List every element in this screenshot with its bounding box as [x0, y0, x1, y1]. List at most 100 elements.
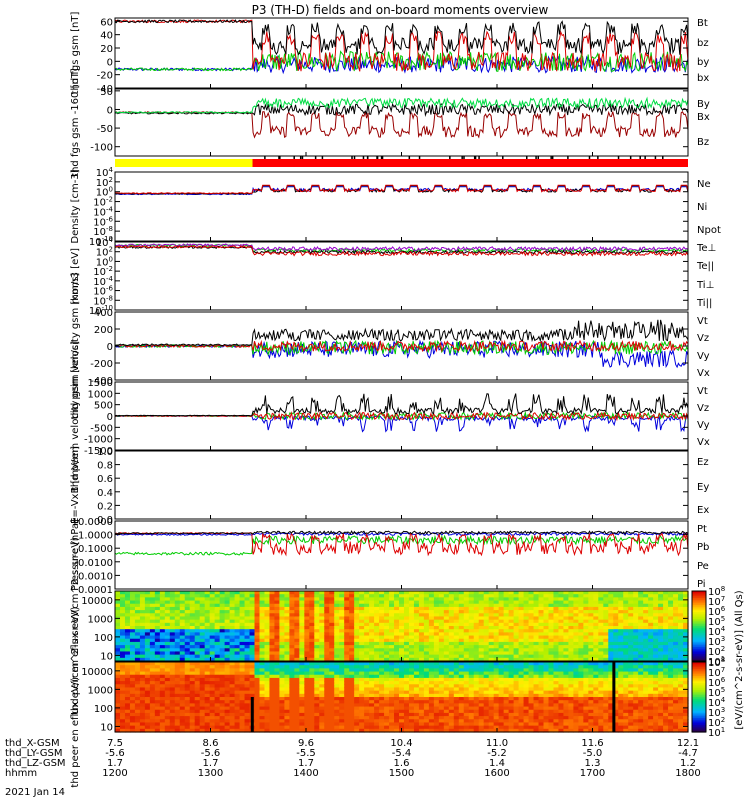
heat-cell [573, 712, 579, 717]
heat-cell [573, 603, 579, 608]
heat-cell [473, 641, 480, 646]
heat-cell [518, 677, 525, 682]
heat-cell [239, 629, 246, 633]
y-tick-label: 10 [100, 651, 113, 662]
heat-cell [573, 635, 579, 640]
heat-cell [374, 610, 380, 614]
heat-cell [528, 671, 535, 676]
heat-cell [394, 616, 400, 621]
heat-cell [164, 600, 171, 605]
heat-cell [683, 622, 689, 627]
heat-cell [179, 600, 186, 605]
heat-cell [189, 594, 196, 598]
heat-cell [668, 629, 674, 633]
heat-cell [399, 648, 405, 653]
heat-cell [344, 690, 350, 695]
heat-cell [683, 651, 689, 656]
heat-cell [413, 662, 420, 666]
heat-cell [139, 709, 146, 714]
heat-cell [119, 706, 126, 711]
heat-cell [543, 635, 550, 640]
heat-cell [468, 616, 475, 621]
heat-cell [503, 677, 510, 682]
heat-cell [329, 594, 335, 598]
heat-cell [269, 716, 276, 720]
heat-cell [115, 641, 121, 646]
heat-cell [219, 657, 226, 662]
heat-cell [543, 613, 550, 618]
heat-cell [279, 610, 286, 614]
heat-cell [134, 716, 141, 720]
heat-cell [553, 690, 560, 695]
heat-cell [194, 712, 201, 717]
heat-cell [184, 690, 191, 695]
heat-cell [643, 603, 649, 608]
heat-cell [304, 722, 310, 727]
heat-cell [294, 671, 300, 676]
heat-cell [438, 693, 445, 698]
heat-cell [304, 728, 310, 733]
heat-cell [199, 641, 206, 646]
heat-cell [369, 706, 375, 711]
heat-cell [319, 665, 325, 669]
legend-Ti⊥: Ti⊥ [696, 280, 714, 291]
heat-cell [299, 690, 305, 695]
heat-cell [394, 622, 400, 627]
heat-cell [234, 668, 241, 673]
heat-cell [558, 728, 565, 733]
heat-cell [329, 622, 335, 627]
heat-cell [668, 654, 674, 659]
series-line-4-3 [115, 243, 688, 253]
heat-cell [418, 613, 425, 618]
heat-cell [573, 709, 579, 714]
heat-cell [423, 709, 430, 714]
heat-cell [533, 700, 540, 704]
heat-cell [593, 629, 599, 633]
heat-cell [279, 645, 286, 649]
heat-cell [418, 662, 425, 666]
heat-cell [658, 648, 664, 653]
heat-cell [299, 619, 305, 624]
heat-cell [115, 645, 121, 649]
heat-cell [149, 693, 156, 698]
heat-cell [483, 693, 490, 698]
heat-cell [568, 613, 574, 618]
heat-cell [349, 635, 355, 640]
heat-cell [463, 684, 470, 689]
heat-cell [523, 722, 530, 727]
heat-cell [448, 648, 455, 653]
heat-cell [608, 619, 614, 624]
heat-cell [468, 645, 475, 649]
heat-cell [423, 638, 430, 643]
heat-cell [304, 681, 310, 685]
heat-cell [294, 677, 300, 682]
heat-cell [189, 648, 196, 653]
heat-cell [548, 603, 555, 608]
heat-cell [438, 703, 445, 708]
heat-cell [593, 722, 599, 727]
heat-cell [448, 671, 455, 676]
heat-cell [463, 662, 470, 666]
heat-cell [244, 648, 251, 653]
heat-cell [124, 677, 131, 682]
heat-cell [229, 594, 236, 598]
heat-cell [284, 591, 290, 595]
heat-cell [533, 728, 540, 733]
heat-cell [359, 687, 365, 692]
heat-cell [668, 635, 674, 640]
heat-cell [498, 632, 505, 637]
heat-cell [124, 651, 131, 656]
heat-cell [548, 641, 555, 646]
heat-cell [408, 606, 415, 611]
heat-cell [458, 668, 465, 673]
heat-cell [299, 638, 305, 643]
heat-cell [628, 597, 634, 602]
heat-cell [428, 687, 435, 692]
heat-cell [523, 616, 530, 621]
heat-cell [553, 619, 560, 624]
heat-cell [389, 597, 395, 602]
heat-cell [189, 591, 196, 595]
heat-cell [159, 597, 166, 602]
heat-cell [558, 651, 565, 656]
heat-cell [319, 635, 325, 640]
